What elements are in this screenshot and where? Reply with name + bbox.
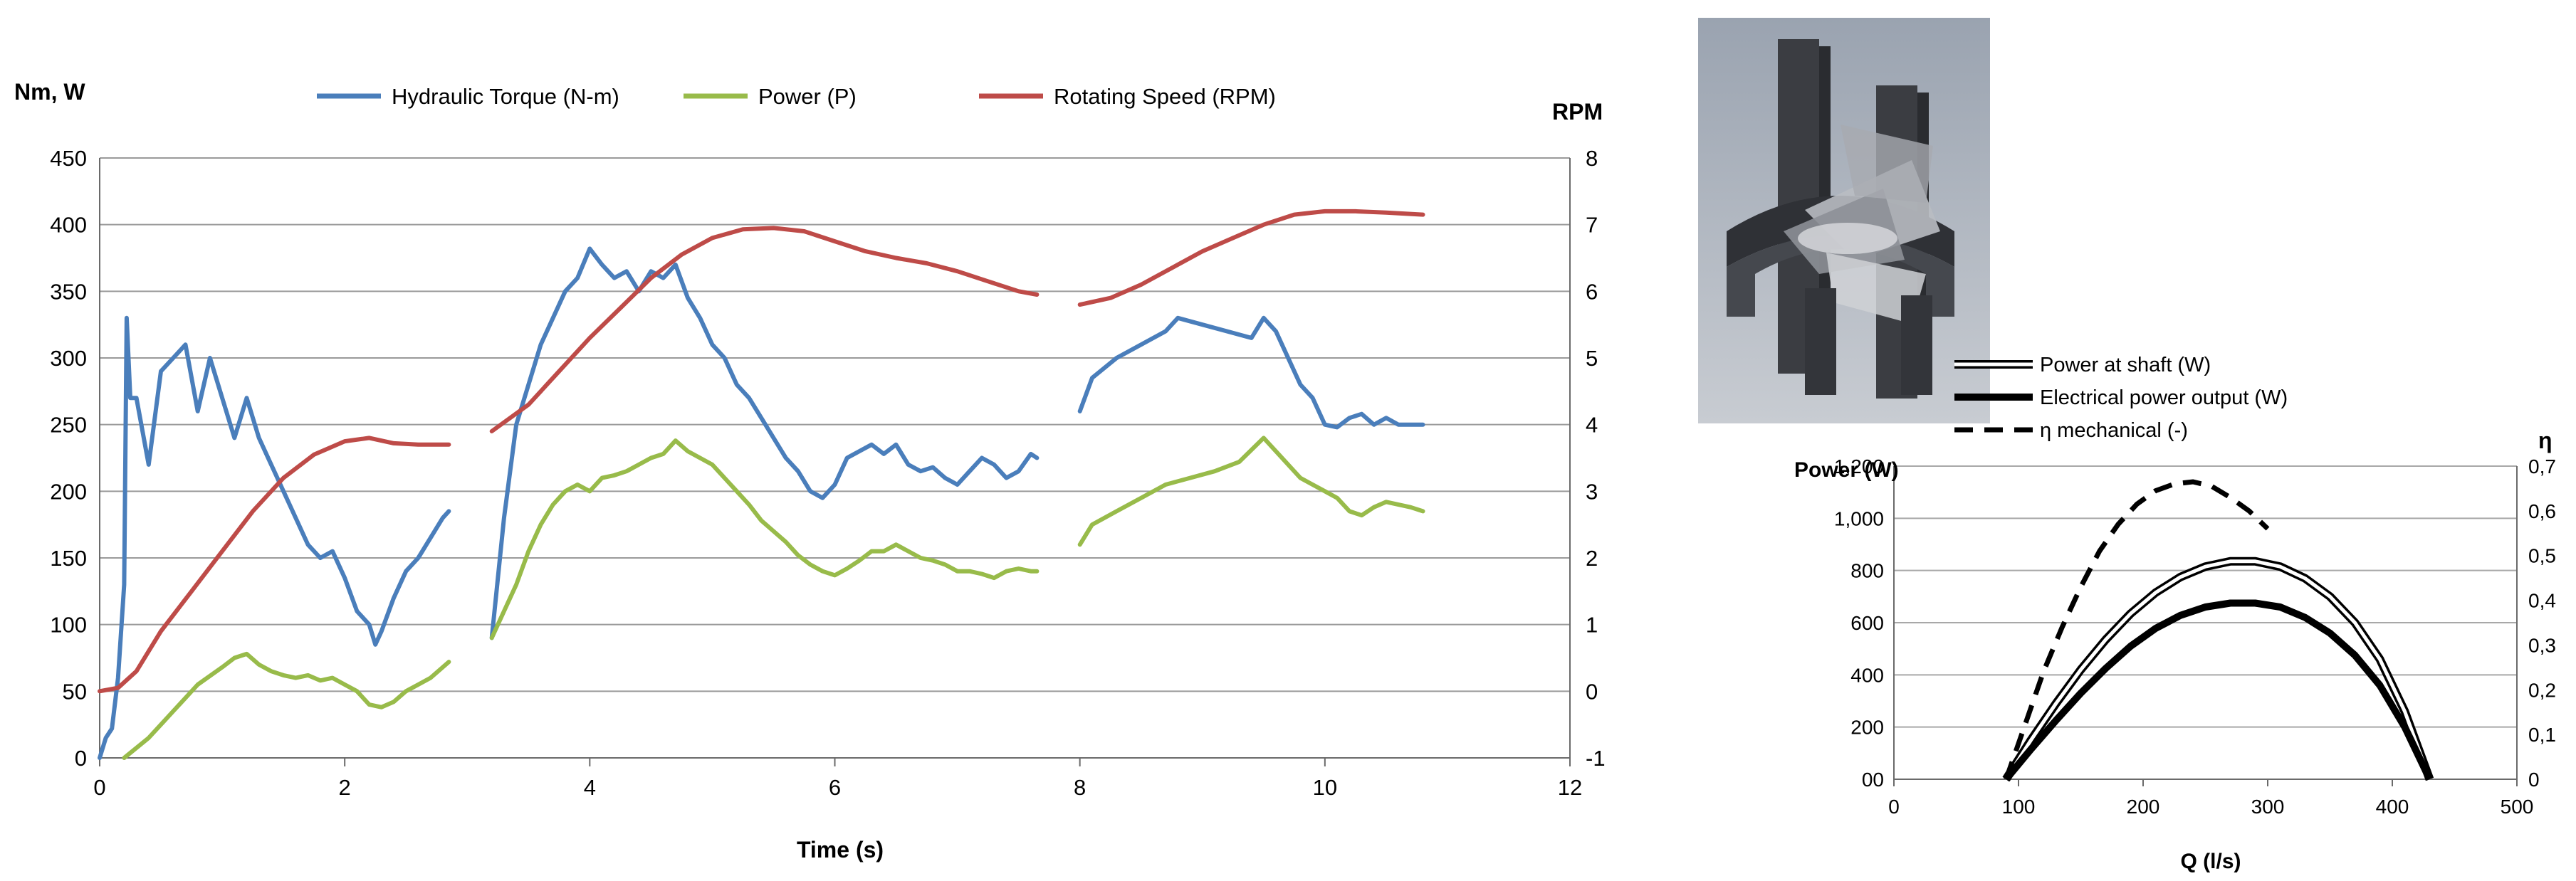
main-y-right-tick: 2: [1586, 546, 1598, 571]
right-y-left-tick: 1,200: [1834, 455, 1884, 478]
right-y-left-tick: 600: [1850, 612, 1884, 634]
main-y-left-label: Nm, W: [14, 79, 85, 105]
main-axes: [99, 158, 1571, 766]
right-series-line-inner: [2004, 559, 2431, 781]
right-y-right-tick: 0,4: [2528, 590, 2556, 612]
main-y-right-tick: 8: [1586, 146, 1598, 171]
right-legend-entry: Electrical power output (W): [2040, 386, 2288, 409]
main-grid: [100, 157, 1570, 692]
right-legend: Power at shaft (W) Electrical power outpu…: [1954, 354, 2288, 442]
right-y-left-tick: 200: [1850, 717, 1884, 739]
right-y-right-tick: 0: [2528, 769, 2540, 791]
right-y-left-tick: 00: [1862, 769, 1884, 791]
main-y-left-tick: 100: [50, 613, 87, 638]
main-series-line: [1077, 315, 1425, 430]
right-x-tick: 500: [2501, 796, 2534, 818]
right-legend-entry: Power at shaft (W): [2040, 354, 2211, 376]
right-x-tick: 300: [2251, 796, 2285, 818]
right-y-right-label: η: [2538, 428, 2553, 453]
main-series-line: [1077, 436, 1425, 547]
main-y-right-tick: 3: [1586, 479, 1598, 504]
right-y-right-tick: 0,7: [2528, 455, 2556, 478]
main-y-right-tick: 6: [1586, 279, 1598, 304]
main-legend-entry: Power (P): [758, 84, 857, 109]
main-y-right-tick: 0: [1586, 679, 1598, 704]
main-y-left-tick: 150: [50, 546, 87, 571]
main-x-tick: 8: [1074, 775, 1086, 800]
main-x-tick: 12: [1558, 775, 1582, 800]
main-series-line: [122, 651, 451, 760]
right-tick-labels: 00 200 400 600 800 1,000 1,200 0 0,1 0,2 0,3 0,4 0,5…: [1834, 455, 2556, 818]
main-series-line: [489, 246, 1040, 640]
right-y-right-tick: 0,3: [2528, 634, 2556, 656]
main-x-tick: 10: [1313, 775, 1337, 800]
right-y-right-tick: 0,6: [2528, 500, 2556, 522]
main-y-right-tick: 1: [1586, 613, 1598, 638]
main-legend-entry: Rotating Speed (RPM): [1054, 84, 1276, 109]
right-y-right-tick: 0,1: [2528, 724, 2556, 746]
right-y-right-tick: 0,2: [2528, 679, 2556, 701]
main-series: [98, 209, 1425, 760]
right-y-right-tick: 0,5: [2528, 545, 2556, 567]
main-y-right-tick: 4: [1586, 413, 1598, 438]
main-x-tick: 0: [93, 775, 105, 800]
main-y-right-tick: 7: [1586, 213, 1598, 238]
right-y-left-tick: 800: [1850, 560, 1884, 582]
main-x-tick: 4: [584, 775, 596, 800]
main-legend: Hydraulic Torque (N-m) Power (P) Rotating …: [317, 84, 1276, 109]
main-x-tick: 6: [829, 775, 841, 800]
main-x-tick: 2: [339, 775, 351, 800]
main-y-left-tick: 0: [75, 746, 87, 771]
right-x-label: Q (l/s): [2180, 850, 2241, 873]
main-y-left-tick: 50: [63, 679, 87, 704]
right-x-tick: 100: [2002, 796, 2036, 818]
main-series-line: [98, 436, 451, 694]
right-y-left-tick: 400: [1850, 664, 1884, 686]
right-x-tick: 200: [2127, 796, 2160, 818]
main-x-label: Time (s): [797, 837, 884, 862]
main-y-left-tick: 250: [50, 413, 87, 438]
main-y-left-tick: 200: [50, 479, 87, 504]
main-series-line: [489, 226, 1040, 433]
main-series-line: [489, 438, 1040, 640]
main-legend-entry: Hydraulic Torque (N-m): [392, 84, 619, 109]
right-y-left-label: Power (W): [1794, 458, 1899, 482]
right-series-line: [2004, 479, 2270, 781]
main-series-line: [98, 315, 451, 760]
main-series-line: [1077, 209, 1425, 307]
right-series-line: [2003, 599, 2434, 782]
main-y-right-tick: 5: [1586, 346, 1598, 371]
right-axes: [1893, 466, 2518, 786]
main-y-left-tick: 400: [50, 213, 87, 238]
main-y-right-label: RPM: [1552, 99, 1603, 125]
right-series: [2002, 479, 2434, 782]
right-legend-entry: η mechanical (-): [2040, 419, 2188, 442]
main-y-left-tick: 450: [50, 146, 87, 171]
main-y-right-tick: -1: [1586, 746, 1606, 771]
right-x-tick: 0: [1888, 796, 1900, 818]
right-y-left-tick: 1,000: [1834, 507, 1884, 529]
power-flow-chart: 00 200 400 600 800 1,000 1,200 0 0,1 0,2 0,3 0,4 0,5…: [1794, 354, 2556, 873]
right-grid: [1894, 465, 2517, 728]
right-x-tick: 400: [2376, 796, 2409, 818]
turbine-render-image: [1698, 18, 1990, 423]
main-y-left-tick: 350: [50, 279, 87, 304]
main-y-left-tick: 300: [50, 346, 87, 371]
